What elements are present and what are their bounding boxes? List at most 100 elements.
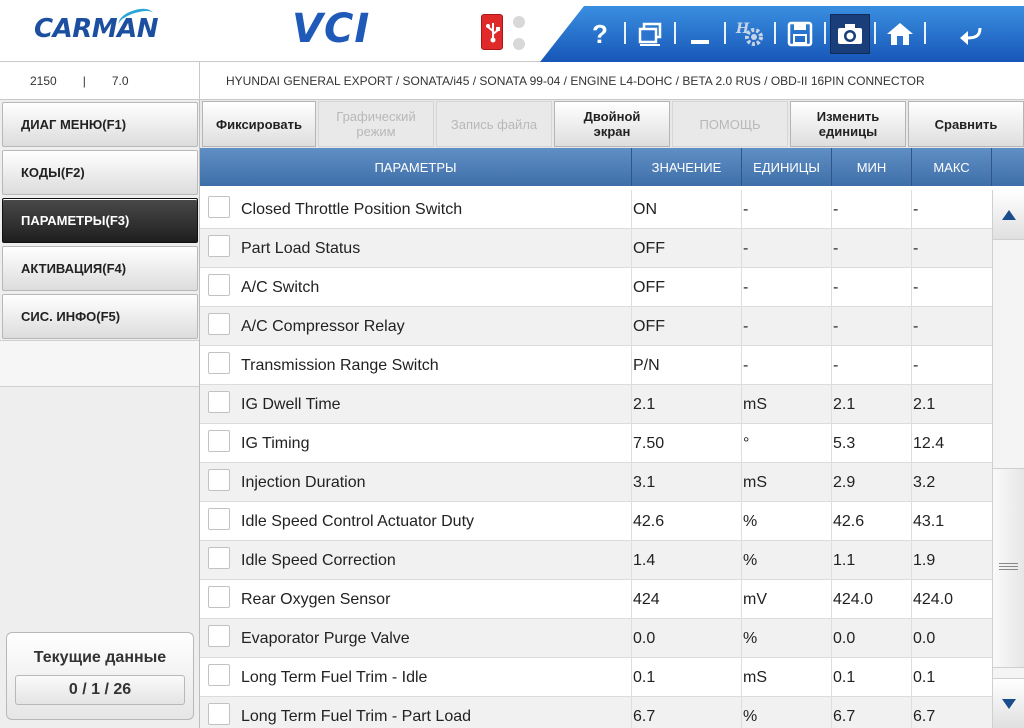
param-min: 424.0 <box>833 590 874 608</box>
column-divider <box>631 190 632 229</box>
toolbar-separator <box>924 22 926 44</box>
table-row[interactable]: IG Timing 7.50 ° 5.3 12.4 <box>200 424 992 463</box>
column-divider <box>631 502 632 541</box>
column-divider <box>831 346 832 385</box>
column-divider <box>741 580 742 619</box>
settings-icon[interactable]: H <box>730 14 770 54</box>
param-max: - <box>913 239 919 257</box>
param-min: 2.9 <box>833 473 856 491</box>
param-max: 12.4 <box>913 434 945 452</box>
scroll-thumb[interactable] <box>993 468 1024 668</box>
row-checkbox[interactable] <box>208 586 230 608</box>
row-checkbox[interactable] <box>208 235 230 257</box>
help-button[interactable]: ПОМОЩЬ <box>672 101 788 147</box>
window-icon[interactable] <box>630 14 670 54</box>
row-checkbox[interactable] <box>208 703 230 725</box>
table-row[interactable]: A/C Compressor Relay OFF - - - <box>200 307 992 346</box>
save-icon[interactable] <box>780 14 820 54</box>
row-checkbox[interactable] <box>208 313 230 335</box>
param-name: Long Term Fuel Trim - Idle <box>241 668 428 686</box>
table-row[interactable]: Idle Speed Correction 1.4 % 1.1 1.9 <box>200 541 992 580</box>
param-name: Rear Oxygen Sensor <box>241 590 391 608</box>
change-units-button[interactable]: Изменить единицы <box>790 101 906 147</box>
sidebar-item-parameters[interactable]: ПАРАМЕТРЫ(F3) <box>2 198 198 243</box>
table-row[interactable]: Part Load Status OFF - - - <box>200 229 992 268</box>
param-unit: - <box>743 239 749 257</box>
row-checkbox[interactable] <box>208 469 230 491</box>
current-data-panel[interactable]: Текущие данные 0 / 1 / 26 <box>6 632 194 720</box>
back-icon[interactable] <box>952 14 992 54</box>
row-checkbox[interactable] <box>208 430 230 452</box>
column-divider <box>911 619 912 658</box>
param-name: Idle Speed Control Actuator Duty <box>241 512 475 530</box>
home-icon[interactable] <box>880 14 920 54</box>
column-divider <box>741 658 742 697</box>
column-header-units[interactable]: ЕДИНИЦЫ <box>742 148 832 186</box>
row-checkbox[interactable] <box>208 352 230 374</box>
column-divider <box>741 190 742 229</box>
row-checkbox[interactable] <box>208 664 230 686</box>
param-unit: ° <box>743 434 750 452</box>
column-divider <box>911 190 912 229</box>
row-checkbox[interactable] <box>208 625 230 647</box>
table-row[interactable]: Long Term Fuel Trim - Part Load 6.7 % 6.… <box>200 697 992 728</box>
column-header-min[interactable]: МИН <box>832 148 912 186</box>
param-unit: - <box>743 278 749 296</box>
column-header-max[interactable]: МАКС <box>912 148 992 186</box>
param-min: 5.3 <box>833 434 856 452</box>
row-checkbox[interactable] <box>208 391 230 413</box>
vehicle-info-bar: 2150 | 7.0 HYUNDAI GENERAL EXPORT / SONATA… <box>0 62 1024 100</box>
toolbar-separator <box>674 22 676 44</box>
param-min: 6.7 <box>833 707 856 725</box>
column-divider <box>631 229 632 268</box>
column-divider <box>631 541 632 580</box>
compare-button[interactable]: Сравнить <box>908 101 1024 147</box>
column-divider <box>831 580 832 619</box>
graph-mode-button[interactable]: Графический режим <box>318 101 434 147</box>
table-row[interactable]: Rear Oxygen Sensor 424 mV 424.0 424.0 <box>200 580 992 619</box>
param-max: 43.1 <box>913 512 945 530</box>
table-row[interactable]: Long Term Fuel Trim - Idle 0.1 mS 0.1 0.… <box>200 658 992 697</box>
table-scrollbar[interactable] <box>992 190 1024 728</box>
column-header-value[interactable]: ЗНАЧЕНИЕ <box>632 148 742 186</box>
param-max: - <box>913 278 919 296</box>
param-unit: - <box>743 356 749 374</box>
param-max: - <box>913 200 919 218</box>
param-max: 2.1 <box>913 395 936 413</box>
row-checkbox[interactable] <box>208 196 230 218</box>
help-icon[interactable]: ? <box>592 18 608 49</box>
toolbar-separator <box>624 22 626 44</box>
scroll-down-button[interactable] <box>993 678 1024 728</box>
table-row[interactable]: Evaporator Purge Valve 0.0 % 0.0 0.0 <box>200 619 992 658</box>
row-checkbox[interactable] <box>208 547 230 569</box>
table-row[interactable]: Closed Throttle Position Switch ON - - - <box>200 190 992 229</box>
column-divider <box>831 424 832 463</box>
table-row[interactable]: Transmission Range Switch P/N - - - <box>200 346 992 385</box>
info-value-2: 7.0 <box>111 74 129 88</box>
row-checkbox[interactable] <box>208 508 230 530</box>
dual-screen-button[interactable]: Двойной экран <box>554 101 670 147</box>
table-row[interactable]: Injection Duration 3.1 mS 2.9 3.2 <box>200 463 992 502</box>
freeze-button[interactable]: Фиксировать <box>202 101 316 147</box>
column-divider <box>831 190 832 229</box>
minimize-icon[interactable] <box>680 14 720 54</box>
sidebar-item-codes[interactable]: КОДЫ(F2) <box>2 150 198 195</box>
toolbar-separator <box>724 22 726 44</box>
column-divider <box>741 697 742 728</box>
sidebar-item-activation[interactable]: АКТИВАЦИЯ(F4) <box>2 246 198 291</box>
record-file-button[interactable]: Запись файла <box>436 101 552 147</box>
param-name: IG Timing <box>241 434 310 452</box>
table-row[interactable]: IG Dwell Time 2.1 mS 2.1 2.1 <box>200 385 992 424</box>
camera-icon[interactable] <box>830 14 870 54</box>
table-row[interactable]: Idle Speed Control Actuator Duty 42.6 % … <box>200 502 992 541</box>
sidebar-item-sys-info[interactable]: СИС. ИНФО(F5) <box>2 294 198 339</box>
column-header-params[interactable]: ПАРАМЕТРЫ <box>200 148 632 186</box>
sidebar-item-diag-menu[interactable]: ДИАГ МЕНЮ(F1) <box>2 102 198 147</box>
param-unit: % <box>743 551 758 569</box>
sidebar-empty-slot <box>0 340 199 387</box>
row-checkbox[interactable] <box>208 274 230 296</box>
param-min: 1.1 <box>833 551 856 569</box>
table-row[interactable]: A/C Switch OFF - - - <box>200 268 992 307</box>
scroll-up-button[interactable] <box>993 190 1024 240</box>
usb-icon <box>481 14 503 50</box>
